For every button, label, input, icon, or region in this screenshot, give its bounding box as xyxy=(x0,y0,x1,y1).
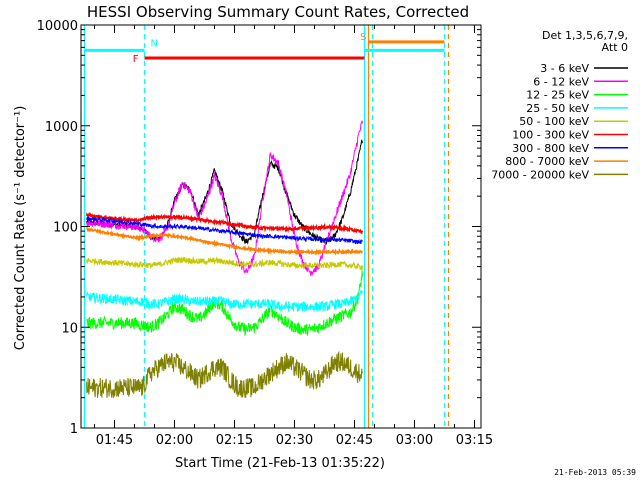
legend-label-0: 3 - 6 keV xyxy=(540,62,589,75)
x-tick-label-3: 02:30 xyxy=(276,433,313,448)
plot-axes: 01:45 02:00 02:15 02:30 02:45 03:00 03:15 1 10 10… xyxy=(37,19,494,448)
flag-label-S: S xyxy=(360,32,366,43)
y-tick-label-3: 1000 xyxy=(45,120,78,135)
legend-label-3: 25 - 50 keV xyxy=(526,102,589,115)
series-line-3 xyxy=(86,290,363,313)
series-line-6 xyxy=(86,215,363,245)
x-axis-label: Start Time (21-Feb-13 01:35:22) xyxy=(175,456,385,471)
series-line-5 xyxy=(85,211,364,235)
y-axis-label: Corrected Count Rate (s⁻¹ detector⁻¹) xyxy=(13,106,28,351)
legend-label-2: 12 - 25 keV xyxy=(526,89,589,102)
x-tick-label-1: 02:00 xyxy=(156,433,193,448)
x-tick-label-6: 03:15 xyxy=(456,433,493,448)
x-tick-label-2: 02:15 xyxy=(216,433,253,448)
series-line-4 xyxy=(86,255,363,271)
chart-title: HESSI Observing Summary Count Rates, Cor… xyxy=(87,3,469,21)
series-line-2 xyxy=(86,270,363,337)
legend-label-7: 800 - 7000 keV xyxy=(505,155,589,168)
y-tick-label-4: 10000 xyxy=(37,19,78,34)
flag-label-F: F xyxy=(133,54,139,65)
y-tick-label-1: 10 xyxy=(61,321,78,336)
series-line-7 xyxy=(85,226,363,256)
x-tick-label-0: 01:45 xyxy=(96,433,133,448)
y-tick-label-0: 1 xyxy=(70,422,78,437)
legend-title-line-0: Det 1,3,5,6,7,9, xyxy=(542,29,628,42)
series-line-0 xyxy=(86,139,363,246)
y-tick-label-2: 100 xyxy=(53,221,78,236)
x-tick-label-4: 02:45 xyxy=(336,433,373,448)
legend-label-6: 300 - 800 keV xyxy=(512,142,589,155)
legend-label-5: 100 - 300 keV xyxy=(512,129,589,142)
legend-label-8: 7000 - 20000 keV xyxy=(491,168,589,181)
flag-label-N: N xyxy=(150,38,157,49)
count-rate-series xyxy=(85,120,364,398)
x-tick-label-5: 03:00 xyxy=(396,433,433,448)
series-line-8 xyxy=(86,350,363,398)
plot-timestamp: 21-Feb-2013 05:39 xyxy=(554,468,636,477)
observing-flags: NF S xyxy=(84,32,445,65)
legend-label-4: 50 - 100 keV xyxy=(519,115,589,128)
legend-title-line-1: Att 0 xyxy=(602,41,628,54)
legend-label-1: 6 - 12 keV xyxy=(533,75,589,88)
